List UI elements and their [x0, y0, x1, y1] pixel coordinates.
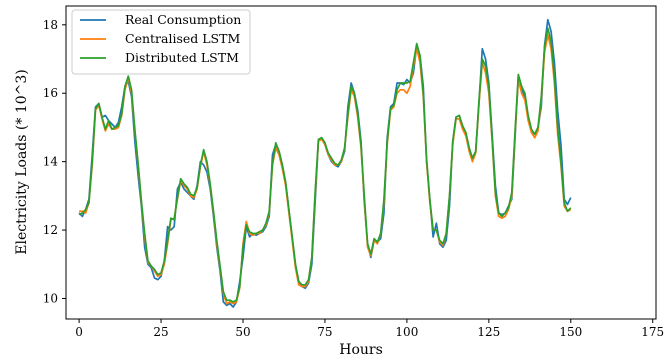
- legend-label-2: Centralised LSTM: [125, 31, 240, 46]
- legend: Real Consumption Centralised LSTM Distribu…: [71, 9, 251, 75]
- y-tick-label: 12: [43, 223, 58, 237]
- y-tick-label: 10: [43, 291, 58, 305]
- x-tick-label: 100: [395, 325, 418, 339]
- legend-box: [71, 9, 251, 75]
- y-axis: 10 12 14 16 18: [43, 18, 66, 305]
- legend-label-1: Real Consumption: [125, 12, 241, 27]
- series-group: [78, 18, 572, 308]
- x-axis: 0 25 50 75 100 125 150 175: [75, 319, 664, 339]
- x-tick-label: 175: [641, 325, 664, 339]
- x-axis-label: Hours: [339, 342, 383, 358]
- series-line-3: [78, 27, 572, 303]
- x-tick-label: 50: [235, 325, 250, 339]
- legend-label-3: Distributed LSTM: [125, 50, 239, 65]
- y-tick-label: 18: [43, 18, 58, 32]
- y-tick-label: 16: [43, 86, 58, 100]
- x-tick-label: 125: [477, 325, 500, 339]
- x-tick-label: 75: [317, 325, 332, 339]
- x-tick-label: 0: [75, 325, 83, 339]
- x-tick-label: 150: [559, 325, 582, 339]
- x-tick-label: 25: [153, 325, 168, 339]
- y-tick-label: 14: [43, 155, 59, 169]
- y-axis-label: Electricity Loads (* 10^3): [14, 69, 30, 254]
